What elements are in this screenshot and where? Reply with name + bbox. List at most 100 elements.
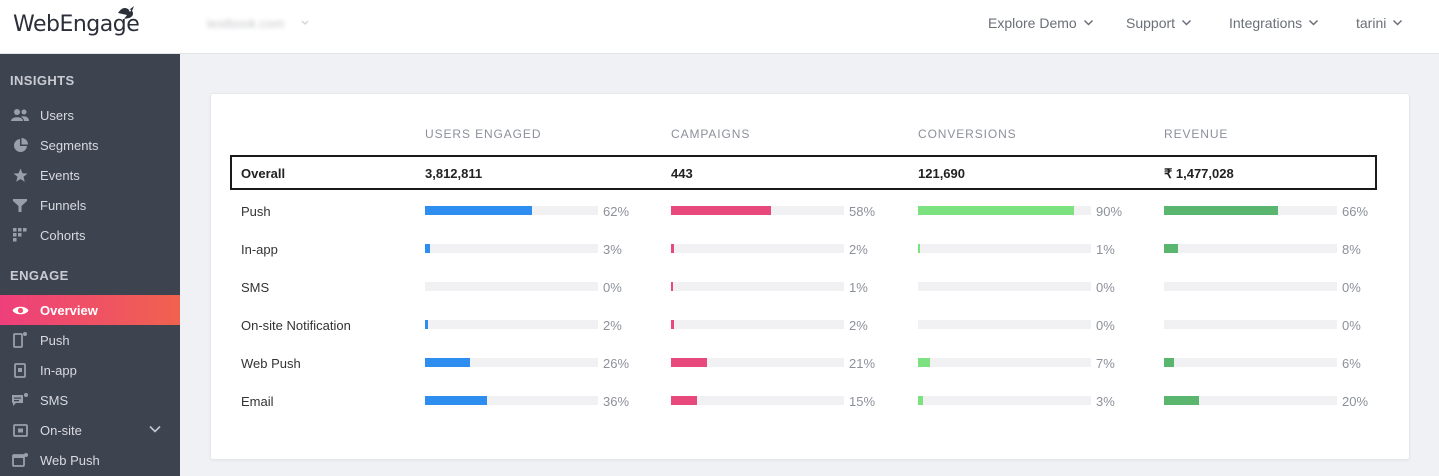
sidebar-item-funnels[interactable]: Funnels	[0, 190, 180, 220]
push-campaigns-bar-fill	[671, 206, 772, 215]
engage-section-title: ENGAGE	[10, 268, 69, 283]
web-push-conversions-bar	[918, 358, 1091, 367]
account-name[interactable]: testbook.com	[207, 16, 285, 31]
sms-campaigns-bar-fill	[671, 282, 673, 291]
explore-demo-menu[interactable]: Explore Demo	[988, 15, 1094, 31]
in-app-revenue-percent: 8%	[1342, 242, 1361, 257]
overall-revenue: ₹ 1,477,028	[1164, 166, 1234, 181]
sms-conversions-bar	[918, 282, 1091, 291]
eye-icon	[11, 302, 29, 318]
sidebar-item-web-push[interactable]: Web Push	[0, 445, 180, 475]
email-users-engaged-bar-fill	[425, 396, 488, 405]
row-label-push: Push	[241, 204, 271, 219]
push-revenue-bar-fill	[1164, 206, 1279, 215]
on-site-notification-users-engaged-percent: 2%	[603, 318, 622, 333]
integrations-label: Integrations	[1229, 15, 1303, 31]
push-users-engaged-percent: 62%	[603, 204, 630, 219]
sidebar-item-events[interactable]: Events	[0, 160, 180, 190]
sidebar-item-label: Web Push	[40, 452, 100, 468]
sidebar-item-push[interactable]: Push	[0, 325, 180, 355]
sidebar-item-cohorts[interactable]: Cohorts	[0, 220, 180, 250]
in-app-conversions-bar-fill	[918, 244, 920, 253]
on-site-notification-users-engaged-bar	[425, 320, 598, 329]
row-label-in-app: In-app	[241, 242, 278, 257]
in-app-conversions-percent: 1%	[1096, 242, 1115, 257]
chevron-down-icon	[1393, 19, 1403, 26]
in-app-campaigns-bar	[671, 244, 844, 253]
email-revenue-bar	[1164, 396, 1337, 405]
web-push-campaigns-percent: 21%	[849, 356, 876, 371]
integrations-menu[interactable]: Integrations	[1229, 15, 1319, 31]
web-push-conversions-percent: 7%	[1096, 356, 1115, 371]
row-label-on-site-notification: On-site Notification	[241, 318, 351, 333]
sms-users-engaged-percent: 0%	[603, 280, 622, 295]
email-conversions-percent: 3%	[1096, 394, 1115, 409]
push-users-engaged-bar	[425, 206, 598, 215]
sidebar-item-on-site[interactable]: On-site	[0, 415, 180, 445]
support-menu[interactable]: Support	[1126, 15, 1192, 31]
push-conversions-bar	[918, 206, 1091, 215]
sidebar-item-label: Funnels	[40, 197, 87, 213]
email-campaigns-bar-fill	[671, 396, 697, 405]
sidebar-item-sms[interactable]: SMS	[0, 385, 180, 415]
in-app-campaigns-percent: 2%	[849, 242, 868, 257]
on-site-notification-conversions-percent: 0%	[1096, 318, 1115, 333]
email-users-engaged-bar	[425, 396, 598, 405]
webengage-logo[interactable]: WebEngage	[13, 12, 140, 37]
column-header-users-engaged: USERS ENGAGED	[425, 127, 542, 141]
top-bar: WebEngage testbook.com Explore Demo Supp…	[0, 0, 1439, 54]
sidebar-item-label: Cohorts	[40, 227, 86, 243]
pie-icon	[11, 137, 29, 153]
star-icon	[11, 167, 29, 183]
chevron-down-icon[interactable]	[149, 425, 161, 433]
sms-campaigns-percent: 1%	[849, 280, 868, 295]
logo-text: WebEngage	[13, 12, 140, 37]
web-push-revenue-percent: 6%	[1342, 356, 1361, 371]
in-app-users-engaged-bar-fill	[425, 244, 431, 253]
sidebar-item-segments[interactable]: Segments	[0, 130, 180, 160]
sms-revenue-percent: 0%	[1342, 280, 1361, 295]
column-header-campaigns: CAMPAIGNS	[671, 127, 751, 141]
chat-icon	[11, 392, 29, 408]
on-site-notification-revenue-percent: 0%	[1342, 318, 1361, 333]
on-site-notification-conversions-bar	[918, 320, 1091, 329]
column-header-conversions: CONVERSIONS	[918, 127, 1017, 141]
overall-conversions: 121,690	[918, 166, 965, 181]
sms-conversions-percent: 0%	[1096, 280, 1115, 295]
user-menu[interactable]: tarini	[1356, 15, 1403, 31]
row-label-email: Email	[241, 394, 274, 409]
sidebar-item-in-app[interactable]: In-app	[0, 355, 180, 385]
on-site-notification-revenue-bar	[1164, 320, 1337, 329]
on-site-notification-campaigns-percent: 2%	[849, 318, 868, 333]
sidebar-item-overview[interactable]: Overview	[0, 295, 180, 325]
sidebar-item-label: Push	[40, 332, 70, 348]
sidebar-item-label: SMS	[40, 392, 69, 408]
push-users-engaged-bar-fill	[425, 206, 533, 215]
web-push-users-engaged-bar-fill	[425, 358, 470, 367]
mobile-icon	[11, 332, 29, 348]
on-site-notification-campaigns-bar-fill	[671, 320, 675, 329]
sidebar-item-label: On-site	[40, 422, 82, 438]
sidebar: INSIGHTS Users Segments Events Funnels C…	[0, 54, 180, 476]
in-app-revenue-bar	[1164, 244, 1337, 253]
account-chevron-down-icon[interactable]	[300, 18, 310, 28]
in-app-conversions-bar	[918, 244, 1091, 253]
email-revenue-bar-fill	[1164, 396, 1199, 405]
overall-users-engaged: 3,812,811	[425, 166, 483, 181]
inapp-icon	[11, 362, 29, 378]
sidebar-item-label: Events	[40, 167, 80, 183]
email-conversions-bar	[918, 396, 1091, 405]
push-campaigns-bar	[671, 206, 844, 215]
overall-campaigns: 443	[671, 166, 693, 181]
sms-revenue-bar	[1164, 282, 1337, 291]
column-header-revenue: REVENUE	[1164, 127, 1229, 141]
bird-logo-icon	[118, 6, 134, 19]
in-app-users-engaged-bar	[425, 244, 598, 253]
email-campaigns-bar	[671, 396, 844, 405]
row-label-web-push: Web Push	[241, 356, 301, 371]
web-push-campaigns-bar-fill	[671, 358, 708, 367]
on-site-notification-users-engaged-bar-fill	[425, 320, 429, 329]
sidebar-item-users[interactable]: Users	[0, 100, 180, 130]
web-push-revenue-bar-fill	[1164, 358, 1175, 367]
push-conversions-percent: 90%	[1096, 204, 1123, 219]
